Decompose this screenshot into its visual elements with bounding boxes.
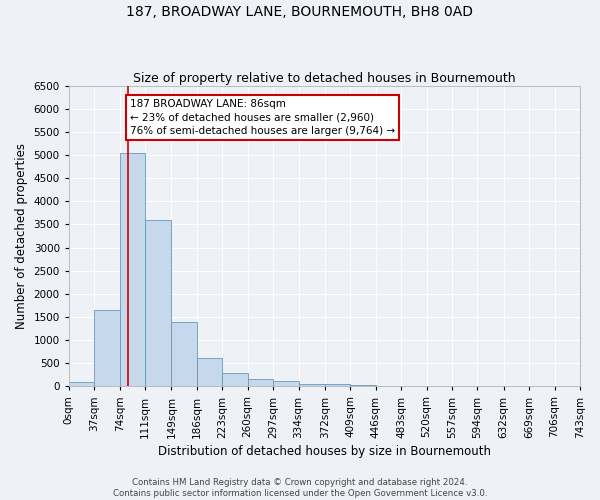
- Bar: [94, 310, 120, 386]
- Title: Size of property relative to detached houses in Bournemouth: Size of property relative to detached ho…: [133, 72, 516, 85]
- Bar: [350, 385, 376, 386]
- Text: Contains HM Land Registry data © Crown copyright and database right 2024.
Contai: Contains HM Land Registry data © Crown c…: [113, 478, 487, 498]
- Bar: [273, 382, 299, 386]
- Bar: [197, 358, 222, 386]
- Bar: [325, 384, 350, 386]
- X-axis label: Distribution of detached houses by size in Bournemouth: Distribution of detached houses by size …: [158, 444, 491, 458]
- Bar: [120, 153, 145, 386]
- Bar: [69, 382, 94, 386]
- Bar: [222, 373, 248, 386]
- Bar: [145, 220, 172, 386]
- Y-axis label: Number of detached properties: Number of detached properties: [15, 143, 28, 329]
- Text: 187 BROADWAY LANE: 86sqm
← 23% of detached houses are smaller (2,960)
76% of sem: 187 BROADWAY LANE: 86sqm ← 23% of detach…: [130, 99, 395, 136]
- Bar: [172, 322, 197, 386]
- Text: 187, BROADWAY LANE, BOURNEMOUTH, BH8 0AD: 187, BROADWAY LANE, BOURNEMOUTH, BH8 0AD: [127, 5, 473, 19]
- Bar: [248, 379, 273, 386]
- Bar: [299, 384, 325, 386]
